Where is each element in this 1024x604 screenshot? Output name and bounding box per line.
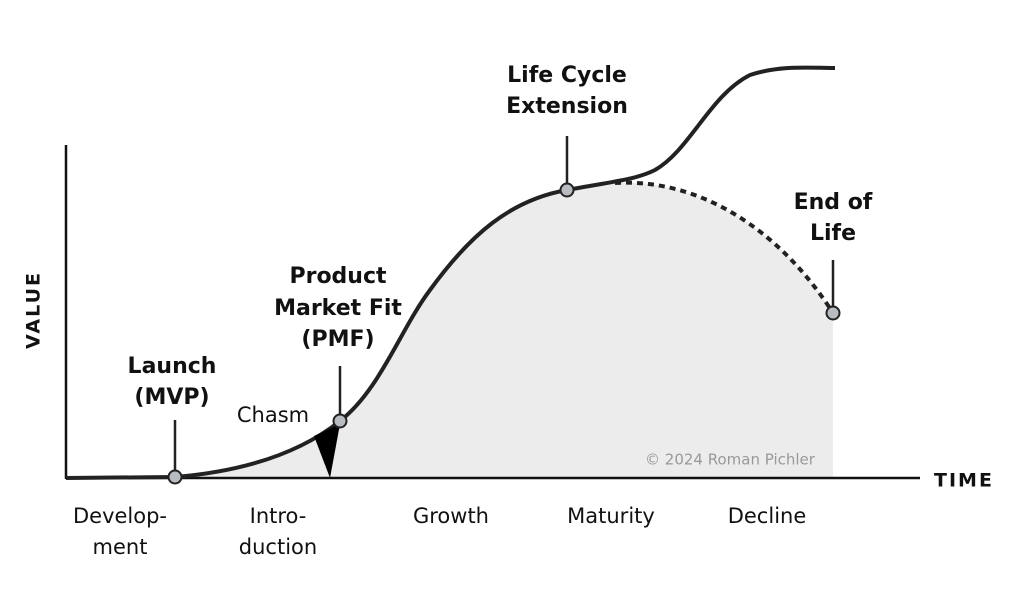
milestone-label: Market Fit — [274, 296, 402, 321]
stage-label: Decline — [728, 504, 807, 528]
milestone-label: (PMF) — [301, 327, 374, 352]
stage-label: duction — [239, 535, 317, 559]
milestone-label: Life — [810, 221, 856, 246]
stage-label: Develop- — [73, 504, 167, 528]
milestone-dot — [825, 305, 841, 321]
stage-label: ment — [93, 535, 148, 559]
milestone-dot — [559, 182, 575, 198]
chasm-label: Chasm — [237, 403, 309, 427]
milestone-label: (MVP) — [134, 385, 209, 410]
stage-label: Growth — [413, 504, 489, 528]
chasm-wedge — [314, 424, 340, 478]
x-axis-label: TIME — [934, 470, 994, 492]
y-axis-label: VALUE — [23, 271, 45, 349]
milestone-dot — [167, 469, 183, 485]
milestone-label: Extension — [506, 94, 628, 119]
milestone-label: Launch — [128, 354, 217, 379]
milestone-label: Product — [289, 264, 387, 289]
stage-label: Intro- — [250, 504, 307, 528]
area — [66, 182, 833, 478]
stage-label: Maturity — [567, 504, 655, 528]
milestone-label: Life Cycle — [507, 63, 627, 88]
milestone-dot — [332, 413, 348, 429]
milestone-label: End of — [794, 190, 873, 215]
copyright: © 2024 Roman Pichler — [645, 451, 816, 469]
